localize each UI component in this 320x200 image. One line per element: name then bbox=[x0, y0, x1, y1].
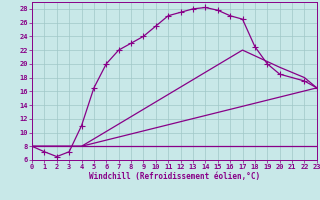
X-axis label: Windchill (Refroidissement éolien,°C): Windchill (Refroidissement éolien,°C) bbox=[89, 172, 260, 181]
